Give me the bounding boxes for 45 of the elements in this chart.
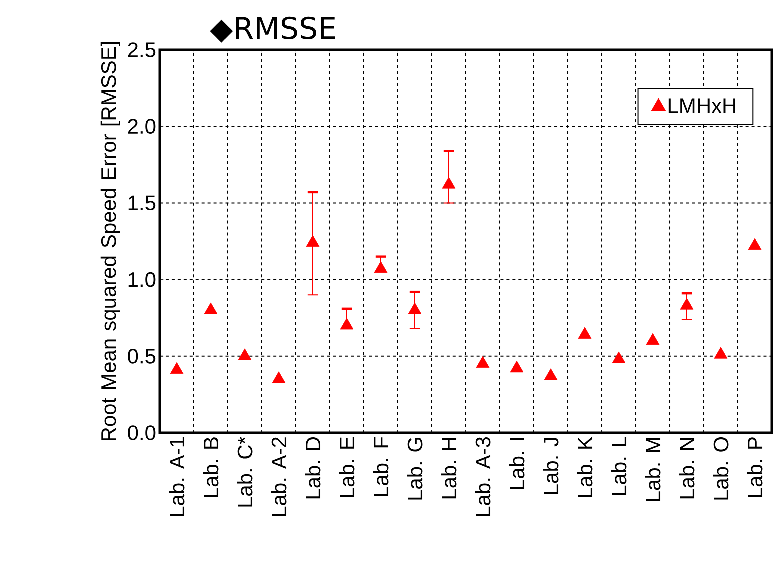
x-tick-label: Lab. A-3 xyxy=(475,437,491,516)
y-tick-label: 1.5 xyxy=(128,196,156,211)
x-tick-label: Lab. A-1 xyxy=(169,438,185,516)
x-tick-label: Lab. M xyxy=(645,438,661,501)
point xyxy=(544,368,558,380)
point xyxy=(714,347,728,359)
chart-title: ◆RMSSE xyxy=(210,16,336,43)
point xyxy=(578,327,592,339)
x-tick-label: Lab. P xyxy=(747,438,763,498)
y-tick-label: 2.5 xyxy=(128,42,156,58)
point xyxy=(748,238,762,250)
point xyxy=(408,302,422,314)
point xyxy=(170,362,184,374)
point xyxy=(476,356,490,368)
x-tick-label: Lab. B xyxy=(203,438,219,498)
y-tick-label: 0.5 xyxy=(128,348,156,364)
point xyxy=(442,177,456,189)
y-tick-label: 2.0 xyxy=(128,119,156,134)
point xyxy=(510,360,524,373)
x-tick-label: Lab. F xyxy=(373,437,389,496)
x-tick-label: Lab. G xyxy=(407,438,423,500)
x-tick-label: Lab. A-2 xyxy=(271,438,287,516)
x-tick-label: Lab. H xyxy=(441,438,457,499)
x-tick-label: Lab. I xyxy=(509,438,525,490)
y-tick-label: 1.0 xyxy=(128,272,156,288)
point xyxy=(612,352,626,364)
x-tick-label: Lab. L xyxy=(611,437,627,496)
point xyxy=(374,261,388,274)
y-axis-title: Root Mean squared Speed Error [RMSSE] xyxy=(100,42,120,441)
point xyxy=(646,333,660,346)
x-tick-label: Lab. E xyxy=(339,437,355,498)
point xyxy=(272,372,286,384)
x-tick-label: Lab. J xyxy=(543,438,559,494)
x-tick-label: Lab. N xyxy=(679,438,695,499)
point xyxy=(306,235,320,247)
x-tick-label: Lab. C* xyxy=(237,436,253,507)
legend-label: LMHxH xyxy=(668,98,736,114)
point xyxy=(238,348,252,360)
y-tick-label: 0.0 xyxy=(128,426,156,440)
point xyxy=(680,298,694,310)
x-tick-label: Lab. O xyxy=(713,438,729,500)
x-tick-label: Lab. K xyxy=(577,436,593,498)
point xyxy=(340,318,354,330)
x-tick-label: Lab. D xyxy=(305,438,321,499)
point xyxy=(204,302,218,314)
